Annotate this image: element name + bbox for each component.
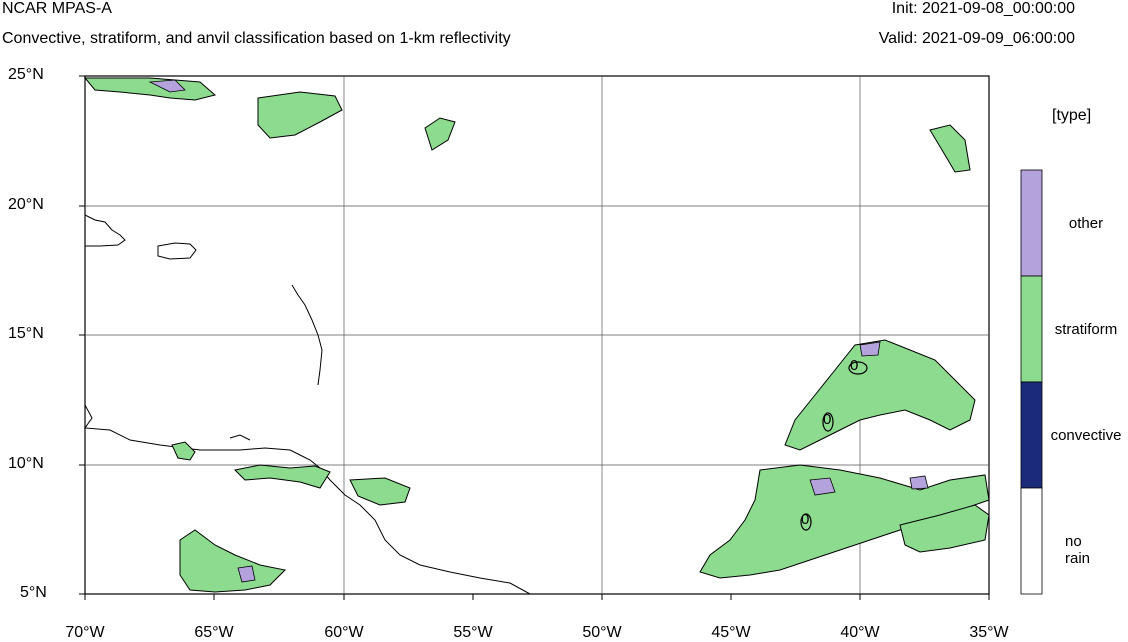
lon-label-40w: 40°W bbox=[840, 624, 880, 641]
valid-time: Valid: 2021-09-09_06:00:00 bbox=[878, 30, 1075, 47]
plot-title: NCAR MPAS-A bbox=[2, 0, 112, 17]
legend-label-no-rain: no rain bbox=[1065, 533, 1091, 567]
contour-label: 0 bbox=[850, 357, 859, 374]
legend-swatch-no-rain bbox=[1020, 487, 1043, 595]
lon-label-45w: 45°W bbox=[711, 624, 751, 641]
legend-label-convective: convective bbox=[1050, 427, 1122, 444]
lat-label-5n: 5°N bbox=[20, 584, 47, 601]
coast-lesser-antilles bbox=[291, 284, 323, 386]
legend-label-stratiform: stratiform bbox=[1054, 321, 1118, 338]
lat-label-10n: 10°N bbox=[8, 455, 44, 472]
lat-label-15n: 15°N bbox=[8, 325, 44, 342]
legend-swatch-stratiform bbox=[1020, 275, 1043, 383]
graticule bbox=[85, 76, 989, 594]
coast-south-america bbox=[84, 404, 531, 595]
legend-swatch-convective bbox=[1020, 381, 1043, 489]
init-time: Init: 2021-09-08_00:00:00 bbox=[891, 0, 1075, 17]
contour-label: 0 bbox=[823, 411, 832, 428]
lon-label-60w: 60°W bbox=[324, 624, 364, 641]
axis-ticks bbox=[79, 75, 990, 600]
legend-title: [type] bbox=[1052, 107, 1092, 124]
zero-contours bbox=[800, 361, 868, 531]
lon-label-55w: 55°W bbox=[453, 624, 493, 641]
contour-label: 0 bbox=[801, 511, 810, 528]
lon-label-70w: 70°W bbox=[65, 624, 105, 641]
coast-puerto-rico-region bbox=[84, 214, 126, 247]
legend-swatch-other bbox=[1020, 169, 1043, 277]
lon-label-35w: 35°W bbox=[969, 624, 1009, 641]
plot-subtitle: Convective, stratiform, and anvil classi… bbox=[2, 30, 511, 47]
legend-colorbar bbox=[1020, 169, 1043, 595]
coast-island bbox=[157, 242, 197, 260]
lat-label-25n: 25°N bbox=[8, 66, 44, 83]
lat-label-20n: 20°N bbox=[8, 196, 44, 213]
lon-label-65w: 65°W bbox=[194, 624, 234, 641]
precip-cluster-sw bbox=[171, 441, 411, 593]
legend-label-other: other bbox=[1068, 215, 1104, 232]
precip-cluster-nw bbox=[83, 77, 456, 151]
coastlines bbox=[84, 214, 531, 595]
lon-label-50w: 50°W bbox=[582, 624, 622, 641]
